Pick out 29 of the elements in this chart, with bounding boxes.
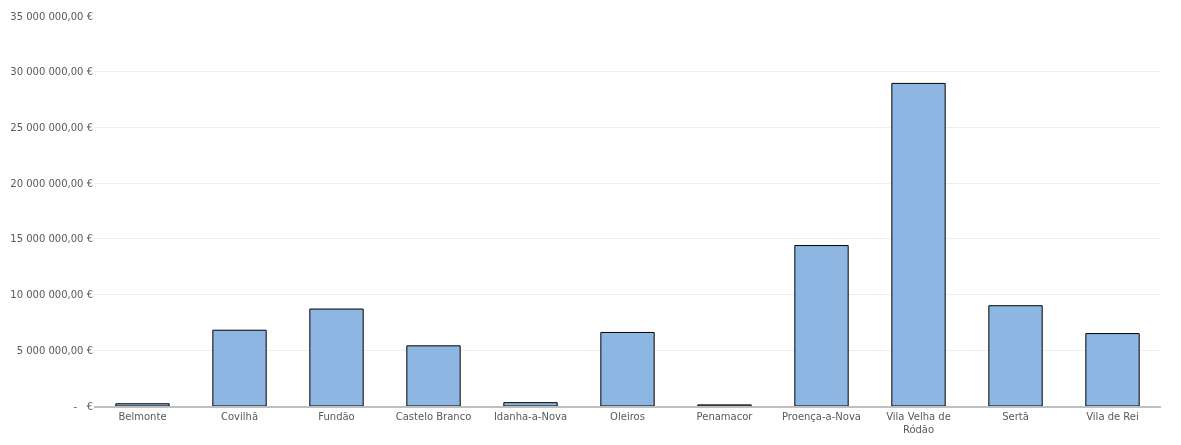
bar xyxy=(794,245,849,406)
y-tick-label: 25 000 000,00 € xyxy=(10,121,93,133)
y-tick-label: 10 000 000,00 € xyxy=(10,289,93,301)
y-tick-label: 20 000 000,00 € xyxy=(10,177,93,189)
x-tick-label: Proença-a-Nova xyxy=(782,410,861,422)
bar xyxy=(406,345,461,406)
x-tick-label: Castelo Branco xyxy=(395,410,472,422)
bar xyxy=(503,402,558,406)
x-tick-label: Idanha-a-Nova xyxy=(493,410,568,422)
bar xyxy=(1085,333,1140,406)
x-tick-label: Penamacor xyxy=(696,410,754,422)
bar xyxy=(212,329,267,406)
x-tick-label: Oleiros xyxy=(610,410,645,422)
x-tick-label: Sertã xyxy=(1002,410,1029,422)
y-tick-label: - € xyxy=(73,400,93,412)
x-tick-label: Belmonte xyxy=(118,410,167,422)
x-tick-label: Fundão xyxy=(318,410,355,422)
bar xyxy=(309,308,364,406)
x-tick-label: Vila Velha de Ródão xyxy=(886,410,951,435)
x-tick-label: Covilhã xyxy=(220,410,259,422)
bar xyxy=(891,82,946,406)
y-tick-label: 30 000 000,00 € xyxy=(10,66,93,78)
bar xyxy=(988,305,1043,406)
x-tick-label: Vila de Rei xyxy=(1086,410,1139,422)
y-tick-label: 15 000 000,00 € xyxy=(10,233,93,245)
bar xyxy=(115,403,170,406)
bar xyxy=(600,331,655,406)
y-tick-label: 35 000 000,00 € xyxy=(10,10,93,22)
y-tick-label: 5 000 000,00 € xyxy=(16,344,93,356)
